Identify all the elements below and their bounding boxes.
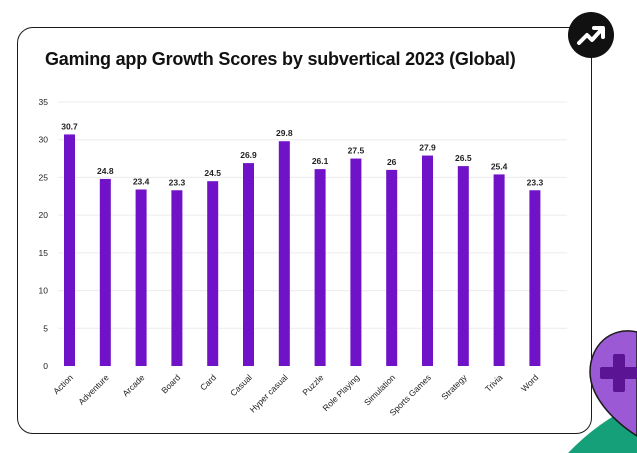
y-axis-ticks: 0 5 10 15 20 25 30 35 [39,97,49,371]
bars [64,134,541,366]
bar [457,166,469,366]
y-tick-label: 15 [39,248,49,258]
bar [64,134,75,366]
x-tick-label: Trivia [483,372,505,394]
bar-value-label: 24.5 [204,168,221,178]
bar-value-label: 29.8 [276,128,293,138]
x-tick-label: Action [51,372,75,396]
bar [278,141,290,366]
bar-value-label: 30.7 [61,121,78,131]
y-tick-label: 0 [43,361,48,371]
bar [135,189,147,366]
x-tick-label: Word [519,372,541,394]
y-tick-label: 5 [43,323,48,333]
bar-value-label: 26.5 [455,153,472,163]
gridlines [58,101,567,329]
chart-title: Gaming app Growth Scores by subvertical … [45,49,516,69]
y-tick-label: 25 [39,172,49,182]
bar [99,178,111,366]
bar-value-label: 23.4 [133,176,150,186]
bar [386,169,398,366]
x-axis-labels: Action Adventure Arcade Board Card CasualHype… [51,372,540,418]
bar-value-label: 27.5 [348,146,365,156]
x-tick-label: Board [159,372,182,395]
bar [529,190,541,366]
x-tick-label: Role Playing [320,372,361,413]
bar-value-label: 26.9 [240,150,257,160]
bar-value-label: 26.1 [312,156,329,166]
x-tick-label: Hyper casual [248,372,290,414]
trending-up-icon [568,12,614,58]
bar-value-label: 26 [387,157,397,167]
y-tick-label: 10 [39,286,49,296]
y-tick-label: 30 [39,135,49,145]
bar-value-label: 23.3 [169,177,186,187]
x-tick-label: Adventure [76,372,111,407]
x-tick-label: Arcade [120,372,146,398]
bar-value-label: 27.9 [419,143,436,153]
bar-value-label: 24.8 [97,166,114,176]
x-tick-label: Simulation [362,372,397,407]
y-tick-label: 20 [39,210,49,220]
x-tick-label: Card [198,372,218,392]
bar [314,169,326,366]
x-tick-label: Puzzle [300,372,325,397]
y-tick-label: 35 [39,97,49,107]
x-tick-label: Strategy [439,372,469,402]
bar [493,174,505,366]
x-tick-label: Casual [228,372,254,398]
bar [171,190,183,366]
bar [350,158,362,366]
bar [422,155,433,366]
bar [243,163,254,366]
bar-value-label: 23.3 [527,177,544,187]
bar-value-labels: 30.7 24.8 23.4 23.3 24.5 26.9 29.8 26.1 27.5 26 27… [61,121,543,187]
bar [207,181,219,366]
bar-value-label: 25.4 [491,161,508,171]
